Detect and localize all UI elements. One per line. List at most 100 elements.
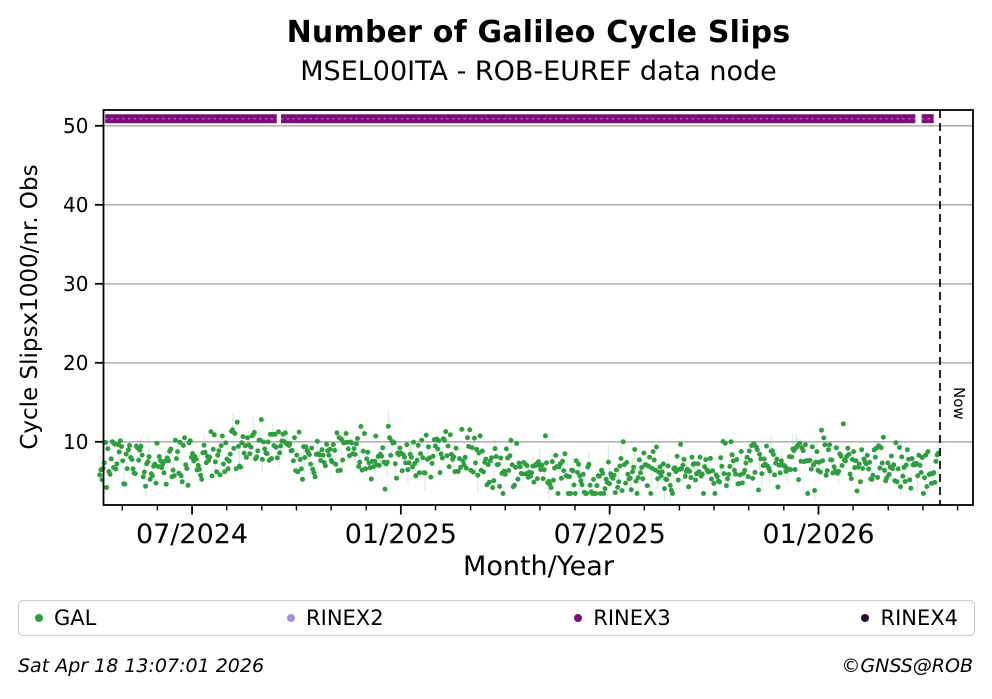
gal-point (540, 476, 546, 482)
gal-point (854, 488, 860, 494)
gal-point (512, 482, 517, 488)
gal-point (428, 474, 434, 480)
gal-point (185, 482, 191, 488)
gal-point (278, 443, 284, 449)
gal-point (467, 427, 473, 433)
gal-point (245, 435, 250, 441)
gal-point (644, 483, 650, 489)
gal-point (827, 442, 832, 448)
gal-point (357, 459, 363, 465)
gal-point (638, 470, 643, 476)
gal-point (137, 447, 143, 453)
gal-point (117, 438, 123, 444)
gal-point (322, 463, 328, 469)
gal-point (262, 446, 268, 452)
gal-point (859, 447, 865, 453)
gal-point (320, 452, 326, 458)
gal-point (130, 466, 136, 472)
gal-point (104, 485, 110, 490)
legend-item-gal: GAL (35, 607, 96, 629)
now-marker: Now (939, 110, 968, 505)
gal-point (179, 479, 185, 485)
gal-point (308, 461, 313, 467)
gal-point (439, 455, 445, 461)
gal-point (754, 447, 760, 453)
gal-point (734, 457, 740, 463)
gal-point (575, 469, 580, 475)
gal-point (360, 448, 366, 454)
gal-point (97, 472, 103, 478)
gal-point (208, 429, 214, 435)
gal-point (402, 454, 407, 460)
now-label: Now (950, 387, 968, 420)
gal-point (890, 466, 895, 472)
gal-point (922, 475, 928, 481)
gal-point (634, 491, 640, 496)
gal-point (628, 487, 634, 493)
gal-point (276, 429, 281, 435)
gal-point (221, 461, 226, 467)
gal-point (680, 462, 686, 468)
gal-point (223, 440, 229, 446)
gal-point (867, 459, 873, 465)
gal-point (635, 475, 641, 481)
gal-point (641, 450, 647, 456)
gal-point (139, 452, 145, 458)
gal-point (655, 476, 661, 482)
gal-point (502, 471, 508, 477)
gal-point (619, 488, 625, 494)
gal-point (848, 476, 854, 482)
gal-point (516, 460, 522, 466)
gal-point (851, 449, 857, 455)
gal-point (429, 460, 435, 466)
gal-point (777, 470, 783, 476)
gal-point (198, 472, 204, 478)
gal-point (351, 446, 357, 452)
gal-point (243, 454, 249, 460)
gal-point (805, 491, 811, 496)
gal-point (686, 484, 692, 490)
gal-point (273, 444, 279, 450)
gal-point (227, 451, 233, 457)
gal-point (152, 461, 158, 467)
gal-point (856, 461, 862, 467)
gal-point (878, 445, 884, 451)
gal-point (587, 482, 593, 488)
rinex2-marker-icon (287, 614, 296, 622)
gal-point (248, 444, 254, 450)
gal-point (651, 457, 657, 463)
gal-point (829, 457, 835, 463)
gal-point (174, 456, 179, 462)
gal-point (481, 469, 486, 475)
gal-point (593, 491, 599, 496)
gal-point (857, 479, 863, 485)
gal-point (917, 462, 923, 468)
gal-point (866, 466, 871, 472)
gal-point (264, 451, 270, 457)
gal-point (171, 473, 177, 479)
gal-point (399, 468, 405, 474)
gal-point (177, 439, 183, 445)
gal-point (295, 469, 301, 475)
gal-point (591, 476, 596, 482)
gal-point (125, 447, 131, 453)
gal-point (255, 448, 261, 454)
gal-point (613, 467, 619, 473)
gal-point (695, 461, 701, 467)
gal-point (550, 477, 556, 483)
gal-point (352, 451, 358, 457)
gal-point (807, 457, 813, 463)
gal-point (572, 491, 578, 496)
gal-point (515, 476, 521, 482)
gal-point (470, 469, 476, 475)
gal-point (721, 471, 727, 477)
gal-point (616, 479, 622, 485)
gal-point (210, 446, 216, 452)
gal-point (555, 491, 561, 496)
gal-point (586, 461, 592, 467)
gal-point (239, 440, 245, 446)
gal-point (241, 450, 247, 456)
gal-point (631, 464, 637, 470)
gal-point (444, 453, 450, 459)
y-ticks: 10 20 30 40 50 (63, 114, 104, 454)
